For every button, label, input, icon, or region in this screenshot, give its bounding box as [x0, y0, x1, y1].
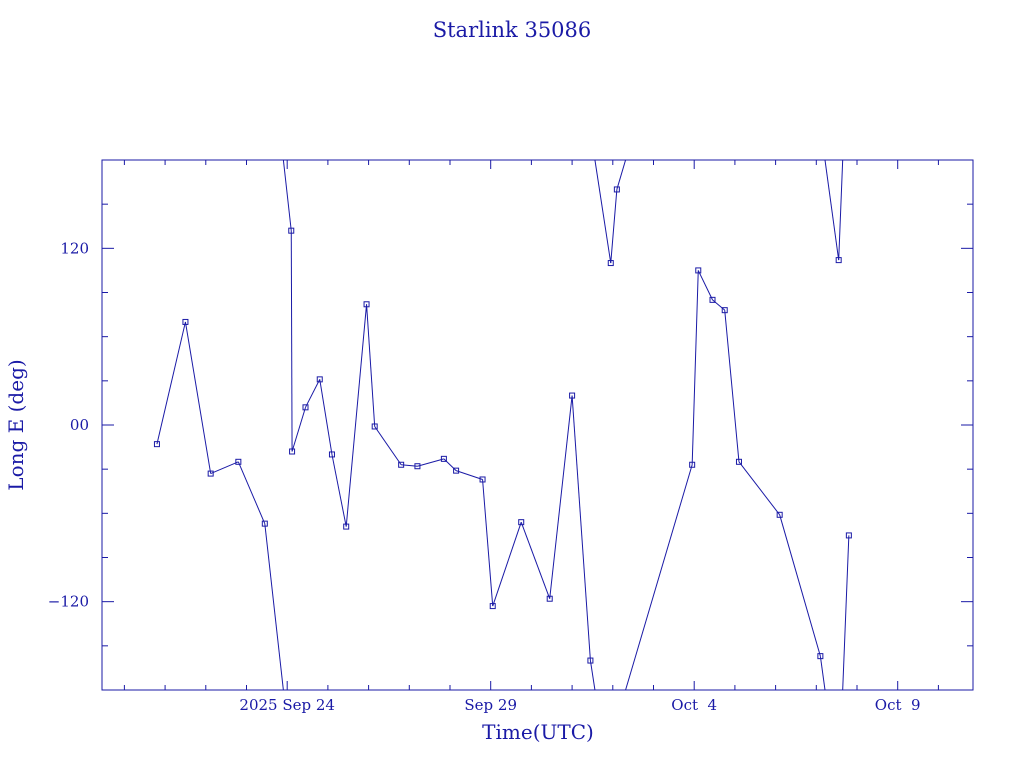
series-segment: [443, 458, 457, 471]
series-segment: [724, 310, 740, 462]
series-segment: [589, 660, 596, 690]
chart-title: Starlink 35086: [433, 18, 592, 42]
series-segment: [156, 321, 186, 445]
y-tick-label: 120: [60, 239, 89, 257]
data-point: [302, 404, 309, 411]
series-segment: [616, 160, 627, 190]
series-segment: [345, 304, 368, 527]
x-tick-label: Oct 4: [671, 696, 717, 714]
y-tick-label: 00: [70, 416, 89, 434]
y-tick-label: −120: [48, 593, 89, 611]
y-axis-label: Long E (deg): [4, 359, 28, 490]
x-axis-label: Time(UTC): [482, 720, 594, 744]
series-segment: [779, 514, 821, 657]
data-point: [735, 458, 742, 465]
axis-ticks: [102, 160, 973, 690]
data-point: [613, 186, 620, 193]
series-segment: [520, 521, 551, 599]
series-segment: [838, 160, 844, 261]
x-tick-label: Sep 29: [464, 696, 517, 714]
series-segment: [492, 522, 522, 607]
series-segment: [305, 379, 321, 408]
data-point: [817, 653, 824, 660]
data-point: [695, 267, 702, 274]
series-segment: [625, 464, 693, 690]
data-point: [207, 470, 214, 477]
series-segment: [417, 458, 445, 467]
series-segment: [290, 230, 293, 452]
data-point: [587, 657, 594, 664]
series-markers: [153, 186, 852, 664]
series-segment: [594, 160, 612, 264]
data-point: [235, 458, 242, 465]
data-point: [363, 301, 370, 308]
series-segment: [610, 189, 618, 264]
x-tick-label: 2025 Sep 24: [239, 696, 335, 714]
series-segment: [237, 461, 266, 524]
data-point: [453, 467, 460, 474]
series-segment: [738, 461, 781, 516]
x-tick-label: Oct 9: [875, 696, 921, 714]
axis-tick-labels: 2025 Sep 24 Sep 29 Oct 4 Oct 9 −120 00 120: [48, 239, 921, 714]
series-segment: [374, 426, 402, 466]
series-segment: [184, 321, 212, 474]
data-point: [289, 448, 296, 455]
data-point: [414, 463, 421, 470]
data-point: [776, 511, 783, 518]
series-segment: [319, 379, 333, 455]
series-segment: [549, 395, 573, 599]
series-segment: [366, 304, 376, 427]
data-point: [835, 257, 842, 264]
series-segment: [455, 470, 483, 480]
data-point: [607, 260, 614, 267]
series-segment: [571, 395, 591, 661]
plot-frame: [101, 159, 974, 691]
data-point: [316, 376, 323, 383]
series-segment: [712, 299, 726, 311]
data-point: [398, 461, 405, 468]
series-segment: [210, 461, 239, 475]
series-segment: [331, 454, 347, 527]
series-segment: [842, 535, 850, 690]
data-point: [371, 423, 378, 430]
data-point: [328, 451, 335, 458]
data-point: [440, 455, 447, 462]
data-point: [182, 318, 189, 325]
data-point: [569, 392, 576, 399]
data-point: [518, 519, 525, 526]
series-segment: [819, 656, 826, 690]
series-segment: [291, 407, 306, 452]
data-point: [288, 227, 295, 234]
data-point: [489, 603, 496, 610]
data-point: [261, 520, 268, 527]
data-point: [845, 532, 852, 539]
data-point: [709, 296, 716, 303]
data-point: [343, 523, 350, 530]
series-segment: [697, 270, 713, 301]
series-segment: [282, 160, 292, 231]
series-segment: [824, 160, 840, 261]
data-point: [546, 595, 553, 602]
data-point: [689, 461, 696, 468]
series-segment: [264, 523, 284, 690]
data-point: [153, 441, 160, 448]
data-point: [479, 476, 486, 483]
series-lines: [156, 160, 850, 690]
series-segment: [691, 270, 699, 465]
data-point: [721, 307, 728, 314]
series-segment: [482, 479, 494, 607]
